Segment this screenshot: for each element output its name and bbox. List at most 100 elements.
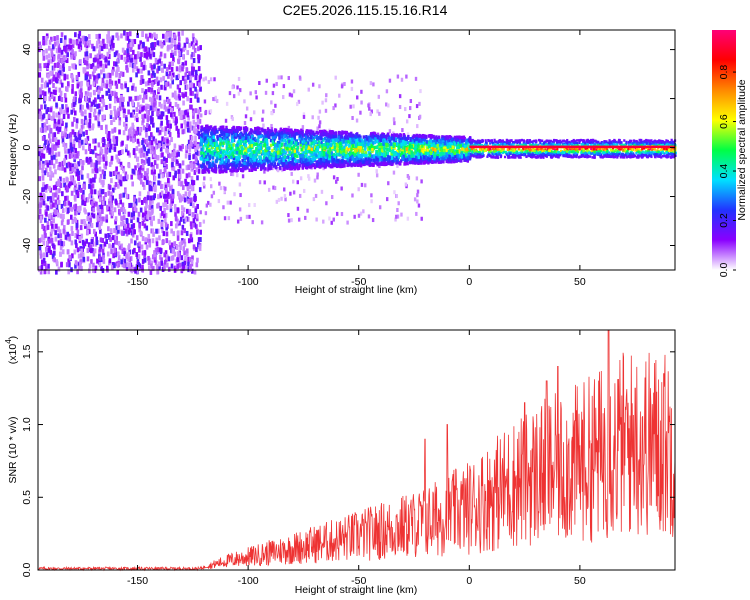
heatmap-cell (154, 57, 158, 63)
heatmap-cell (306, 143, 310, 147)
heatmap-cell (188, 155, 191, 161)
heatmap-cell (147, 255, 150, 261)
heatmap-cell (224, 186, 227, 191)
heatmap-cell (79, 59, 82, 65)
heatmap-cell (115, 140, 119, 146)
heatmap-cell (150, 47, 154, 53)
heatmap-cell (113, 185, 117, 191)
heatmap-cell (95, 240, 99, 246)
heatmap-cell (224, 167, 228, 171)
heatmap-cell (129, 112, 133, 118)
heatmap-cell (307, 87, 310, 92)
heatmap-cell (53, 132, 57, 138)
heatmap-cell (77, 182, 81, 188)
heatmap-cell (50, 58, 53, 64)
heatmap-cell (102, 243, 105, 249)
heatmap-cell (54, 152, 58, 158)
heatmap-cell (359, 135, 362, 139)
heatmap-cell (147, 148, 150, 154)
heatmap-cell (310, 162, 313, 166)
heatmap-cell (92, 251, 96, 257)
heatmap-cell (121, 47, 125, 53)
heatmap-cell (40, 153, 44, 159)
heatmap-cell (242, 126, 246, 130)
heatmap-cell (144, 106, 148, 112)
heatmap-cell (92, 46, 96, 52)
heatmap-cell (191, 255, 194, 261)
heatmap-cell (128, 264, 131, 270)
heatmap-cell (403, 148, 406, 153)
heatmap-cell (190, 258, 194, 264)
heatmap-cell (265, 78, 268, 83)
heatmap-cell (184, 217, 188, 223)
heatmap-cell (95, 164, 98, 170)
heatmap-cell (171, 151, 175, 157)
heatmap-cell (105, 44, 109, 50)
heatmap-cell (121, 149, 124, 155)
heatmap-cell (129, 136, 133, 142)
heatmap-cell (304, 147, 307, 151)
heatmap-cell (54, 209, 58, 215)
heatmap-cell (139, 152, 143, 158)
heatmap-cell (161, 127, 164, 133)
heatmap-cell (115, 83, 119, 89)
heatmap-cell (97, 190, 101, 196)
heatmap-cell (115, 200, 118, 206)
heatmap-cell (161, 266, 165, 272)
heatmap-cell (406, 132, 410, 137)
heatmap-cell (46, 224, 50, 230)
heatmap-cell (244, 114, 248, 119)
heatmap-cell (253, 142, 257, 147)
heatmap-cell (85, 156, 89, 162)
heatmap-cell (398, 137, 401, 142)
heatmap-cell (271, 91, 275, 96)
heatmap-cell (184, 181, 188, 187)
heatmap-cell (115, 166, 118, 172)
heatmap-cell (222, 205, 225, 210)
heatmap-cell (138, 148, 142, 154)
heatmap-cell (168, 153, 172, 159)
heatmap-cell (50, 204, 53, 210)
heatmap-cell (84, 97, 88, 103)
heatmap-cell (225, 101, 229, 106)
heatmap-cell (266, 160, 270, 165)
heatmap-cell (370, 144, 373, 149)
heatmap-cell (91, 168, 95, 174)
heatmap-cell (132, 49, 135, 55)
heatmap-cell (221, 141, 224, 146)
heatmap-cell (212, 149, 216, 154)
heatmap-cell (189, 82, 192, 88)
heatmap-cell (419, 89, 422, 94)
heatmap-cell (153, 72, 156, 78)
heatmap-cell (54, 169, 57, 175)
heatmap-cell (141, 106, 144, 112)
heatmap-cell (168, 101, 172, 107)
heatmap-cell (440, 138, 443, 143)
heatmap-cell (200, 164, 204, 169)
heatmap-cell (435, 153, 438, 157)
heatmap-cell (185, 248, 189, 254)
heatmap-cell (52, 144, 56, 150)
heatmap-cell (130, 212, 134, 218)
heatmap-cell (157, 180, 160, 186)
heatmap-cell (153, 184, 157, 190)
heatmap-cell (81, 160, 85, 166)
heatmap-cell (125, 144, 128, 150)
heatmap-cell (76, 229, 80, 235)
heatmap-cell (446, 138, 449, 143)
heatmap-cell (241, 174, 245, 179)
heatmap-cell (144, 206, 147, 212)
heatmap-cell (142, 64, 146, 70)
heatmap-cell (190, 135, 194, 141)
heatmap-cell (130, 202, 133, 208)
heatmap-cell (150, 119, 153, 125)
heatmap-cell (145, 51, 149, 57)
heatmap-cell (54, 192, 57, 198)
heatmap-cell (202, 132, 206, 137)
heatmap-cell (302, 159, 305, 164)
heatmap-cell (90, 259, 93, 265)
heatmap-cell (51, 132, 55, 138)
heatmap-cell (72, 99, 75, 105)
heatmap-cell (419, 141, 423, 145)
heatmap-cell (262, 151, 265, 156)
